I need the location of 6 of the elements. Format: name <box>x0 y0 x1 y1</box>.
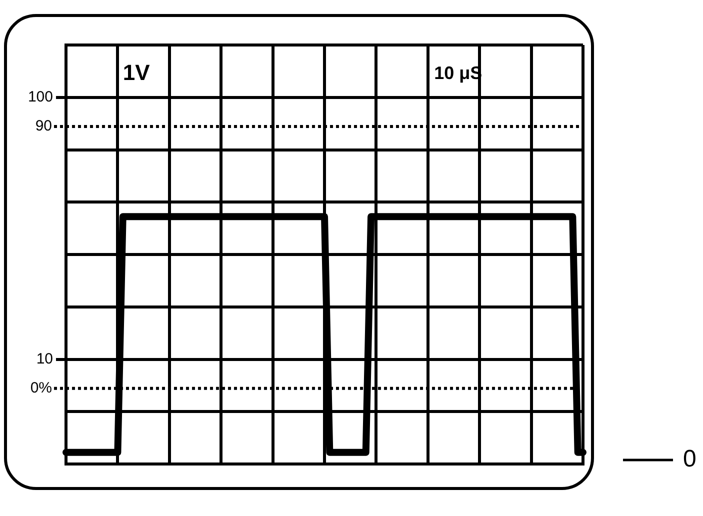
y-tick-label: 10 <box>36 350 53 368</box>
ref-line-label: 90 <box>35 118 52 135</box>
y-tick-label: 100 <box>28 88 53 106</box>
ref-line-label: 0% <box>30 379 52 396</box>
text: 0 <box>683 446 696 473</box>
annotation: 1V <box>122 60 150 85</box>
